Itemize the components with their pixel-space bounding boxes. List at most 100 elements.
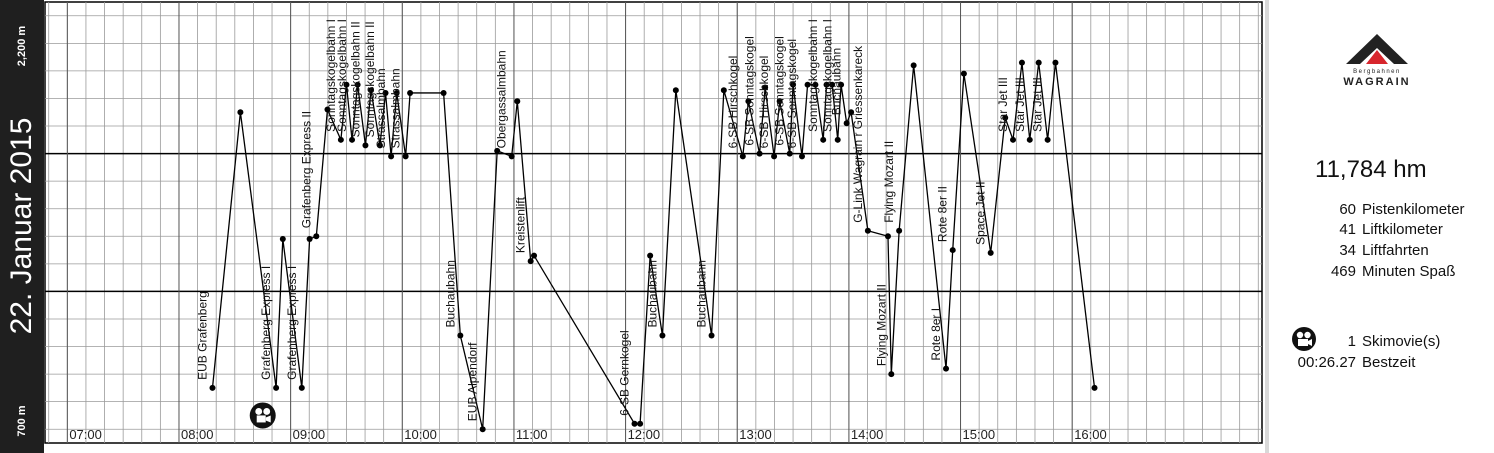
x-tick-label: 08:00 (181, 427, 214, 442)
altitude-point (843, 120, 850, 127)
date-bar: 22. Januar 2015 2,200 m 700 m (0, 0, 44, 453)
altitude-point (672, 87, 679, 94)
altitude-point (896, 227, 903, 234)
lift-label: EUB Alpendorf (466, 342, 480, 421)
altitude-point (237, 109, 244, 116)
altitude-point (494, 147, 501, 154)
lift-label: EUB Grafenberg (195, 291, 209, 380)
lift-label: Sonntagskogelbahn II (363, 21, 377, 137)
stat-value-liftfahrten: 34 (1339, 242, 1356, 259)
altitude-point (388, 153, 395, 160)
altitude-point (1002, 114, 1009, 121)
summary-panel: Bergbahnen WAGRAIN 11,784 hm 60 Pistenki… (1270, 0, 1494, 453)
lift-label: Grafenberg Express I (285, 266, 299, 380)
lift-label: Buchaubahn (830, 48, 844, 115)
altitude-point (745, 98, 752, 105)
altitude-point (368, 87, 375, 94)
altitude-point (820, 136, 827, 143)
lift-label: Space Jet II (974, 181, 988, 244)
panel-divider (1265, 0, 1269, 453)
altitude-point (812, 81, 819, 88)
lift-label: Grafenberg Express I (259, 266, 273, 380)
lift-label: Flying Mozart II (882, 141, 896, 223)
video-marker-reel (255, 408, 263, 415)
altitude-point (708, 332, 715, 339)
stat-label-pistenkilometer: Pistenkilometer (1362, 201, 1465, 218)
logo-subtitle: Bergbahnen (1353, 69, 1401, 75)
lift-label: 6-SB Sonntagskogel (785, 39, 799, 148)
lift-label: Buchaubahn (645, 260, 659, 327)
altitude-point (527, 258, 534, 265)
altitude-point (884, 233, 891, 240)
lift-label: 6-SB Gernkogel (618, 330, 632, 415)
lift-label: 6-SB Sonntagskogel (773, 36, 787, 145)
altitude-point (804, 81, 811, 88)
lift-label: Star Jet III (996, 77, 1010, 132)
lift-label: Grafenberg Express II (299, 111, 313, 228)
altitude-point (393, 89, 400, 96)
altitude-point (343, 81, 350, 88)
x-tick-label: 15:00 (963, 427, 996, 442)
altitude-point (1035, 59, 1042, 66)
altitude-point (273, 384, 280, 391)
altitude-point (382, 89, 389, 96)
altitude-point (479, 426, 486, 433)
x-tick-label: 14:00 (851, 427, 884, 442)
altitude-point (659, 332, 666, 339)
altitude-point (1010, 136, 1017, 143)
lift-label: Star Jet III (1013, 77, 1027, 132)
altitude-point (949, 247, 956, 254)
altitude-point (960, 70, 967, 77)
best-time-value: 00:26.27 (1297, 354, 1356, 371)
stat-value-minuten: 469 (1330, 263, 1356, 280)
lift-label: Buchaubahn (443, 260, 457, 327)
altitude-point (1091, 384, 1098, 391)
altitude-point (829, 81, 836, 88)
altitude-point (637, 420, 644, 427)
x-tick-label: 07:00 (69, 427, 102, 442)
altitude-point (987, 249, 994, 256)
stat-value-liftkilometer: 41 (1339, 221, 1356, 238)
x-tick-label: 09:00 (293, 427, 326, 442)
altitude-point (313, 233, 320, 240)
altitude-point (823, 81, 830, 88)
altitude-point (798, 153, 805, 160)
altitude-point (756, 150, 763, 157)
lift-label: Rote 8er II (936, 186, 950, 242)
skimovie-count: 1 (1347, 333, 1356, 350)
skimovie-camera-icon[interactable] (1292, 327, 1316, 351)
x-tick-label: 10:00 (404, 427, 437, 442)
altitude-point (848, 109, 855, 116)
altitude-point (349, 136, 356, 143)
video-marker-reel (263, 408, 271, 415)
lift-label: Obergassalmbahn (495, 50, 509, 148)
altitude-point (834, 136, 841, 143)
altitude-point (376, 142, 383, 149)
lift-label: 6-SB Hirschkogel (726, 56, 740, 149)
lift-label: Sonntagskogelbahn I (335, 19, 349, 132)
lift-label: Strassalmbahn (374, 68, 388, 148)
altitude-point (1026, 136, 1033, 143)
altitude-point (838, 81, 845, 88)
altitude-point (762, 84, 769, 91)
altitude-point (279, 236, 286, 243)
altitude-point (1044, 136, 1051, 143)
altitude-point (354, 81, 361, 88)
lift-label: Strassalmbahn (389, 68, 403, 148)
video-marker-lens (265, 415, 271, 423)
altitude-point (1018, 59, 1025, 66)
altitude-point (631, 420, 638, 427)
altitude-point (209, 384, 216, 391)
lift-label: Rote 8er I (929, 308, 943, 361)
altitude-point (647, 252, 654, 259)
altitude-point (864, 227, 871, 234)
x-tick-label: 13:00 (739, 427, 772, 442)
altitude-point (337, 136, 344, 143)
altitude-point (888, 371, 895, 378)
altitude-point (508, 153, 515, 160)
altitude-point (771, 153, 778, 160)
best-time-label: Bestzeit (1362, 354, 1416, 371)
stat-value-pistenkilometer: 60 (1339, 201, 1356, 218)
lift-label: Flying Mozart II (874, 284, 888, 366)
